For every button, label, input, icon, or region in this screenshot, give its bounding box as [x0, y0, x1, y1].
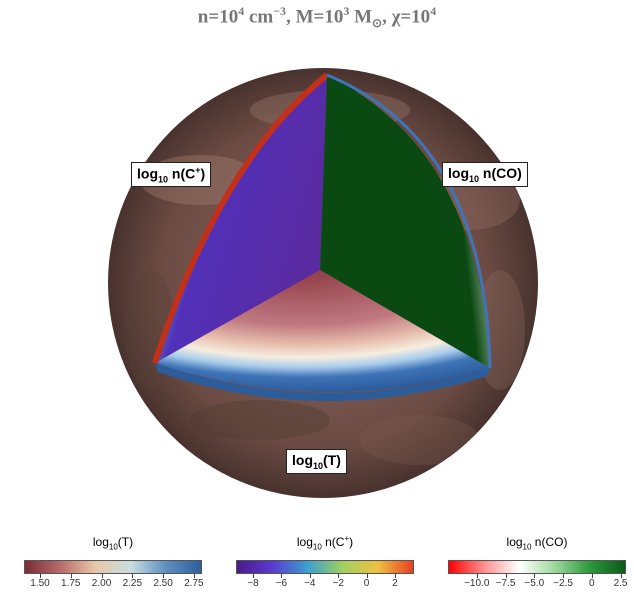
colorbar-tick-label: 1.75 [61, 578, 81, 589]
temperature-label: log10(T) [286, 449, 347, 474]
colorbar-tick-label: 2.00 [91, 578, 112, 589]
figure-title: n=104 cm−3, M=103 M⊙, χ=104 [197, 4, 437, 31]
colorbar-title: log10(T) [92, 535, 134, 552]
colorbar-tickmark [338, 574, 340, 578]
cplus-label: log10 n(C+) [131, 162, 212, 188]
colorbar-tick-label: 2.50 [153, 578, 173, 589]
colorbar-title: log10 n(CO) [506, 535, 568, 552]
colorbar-tick-label: −2 [332, 578, 344, 589]
colorbar-gradient [236, 560, 414, 574]
colorbar-cplus: log10 n(C+) −8 −6 −4 −2 0 2 [230, 530, 420, 600]
colorbar-tick-label: −7.5 [495, 578, 516, 589]
temperature-cut-plane [155, 270, 490, 392]
colorbar-tick-label: 1.50 [30, 578, 50, 589]
colorbar-tick-label: 2.25 [122, 578, 143, 589]
colorbar-tick-label: 2 [392, 578, 398, 589]
colorbar-tickmark [620, 574, 622, 578]
colorbar-tick-label: −6 [275, 578, 288, 589]
colorbar-tick-label: −10.0 [464, 578, 490, 589]
colorbar-tick-label: 2.75 [184, 578, 204, 589]
colorbar-tickmark [505, 574, 507, 578]
colorbar-temperature: log10(T) 1.50 1.75 2.00 2.25 2.50 2.75 [18, 530, 208, 600]
colorbar-tick-label: 0 [589, 578, 595, 589]
colorbar-co: log10 n(CO) −10.0 −7.5 −5.0 −2.5 0 2.5 [442, 530, 632, 600]
colorbar-tickmark [366, 574, 368, 578]
colorbar-title: log10 n(C+) [296, 534, 354, 552]
colorbar-tickmark [563, 574, 565, 578]
colorbar-tickmark [253, 574, 255, 578]
colorbar-tickmark [132, 574, 134, 578]
colorbar-tickmark [591, 574, 593, 578]
colorbar-tickmark [534, 574, 536, 578]
colorbar-tickmark [40, 574, 41, 578]
colorbar-tick-label: −4 [304, 578, 316, 589]
colorbar-gradient [448, 560, 626, 574]
colorbar-tickmark [476, 574, 478, 578]
cplus-cut-plane [155, 75, 327, 363]
cplus-rim [152, 72, 329, 364]
colorbar-tickmark [281, 574, 283, 578]
colorbar-gradient [24, 560, 202, 574]
colorbar-tickmark [193, 574, 195, 578]
co-label: log10 n(CO) [442, 162, 528, 187]
co-cut-plane [320, 75, 490, 368]
colorbar-tick-label: −2.5 [553, 578, 573, 589]
colorbar-tickmark [394, 574, 396, 578]
colorbar-tick-label: −5.0 [524, 578, 545, 589]
colorbar-tick-label: 0 [363, 578, 370, 589]
disk-rim [155, 363, 490, 402]
colorbar-tickmark [163, 574, 165, 578]
colorbar-tick-label: 2.5 [613, 578, 628, 589]
colorbar-tickmark [309, 574, 311, 578]
colorbar-tickmark [101, 574, 103, 578]
colorbar-tickmark [70, 574, 72, 578]
colorbar-tick-label: −8 [247, 578, 259, 589]
